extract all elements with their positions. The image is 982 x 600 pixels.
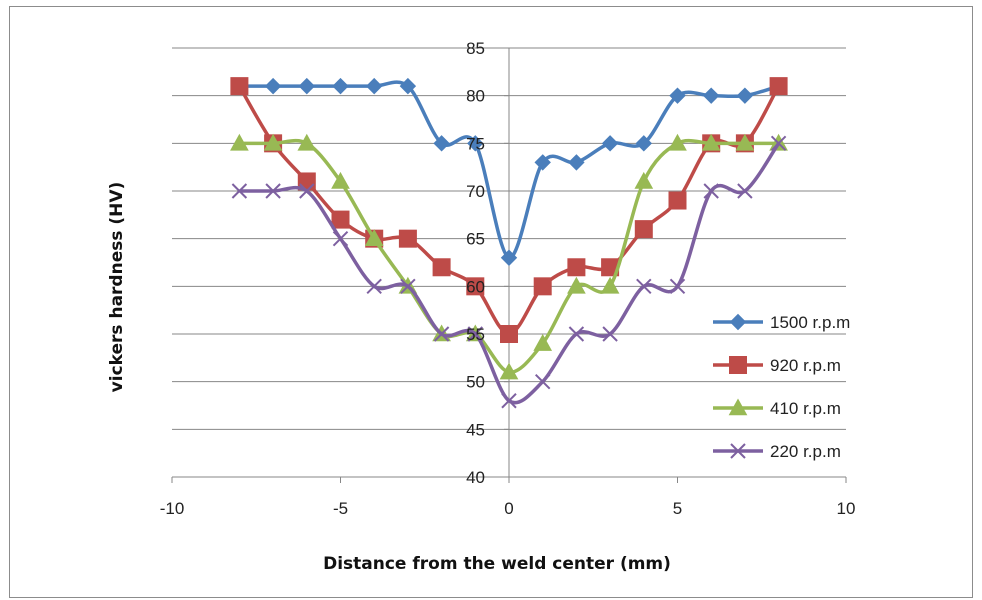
data-point-220 (703, 183, 719, 199)
legend-marker-920 (729, 356, 747, 374)
data-point-1500 (467, 135, 484, 152)
data-point-1500 (669, 87, 686, 104)
x-tick-label: 10 (837, 499, 856, 518)
legend-label-1500: 1500 r.p.m (770, 313, 850, 332)
legend: 1500 r.p.m 920 r.p.m 410 r.p.m 220 r.p.m (713, 313, 850, 461)
y-tick-label: 50 (466, 373, 485, 392)
data-point-220 (265, 183, 281, 199)
data-point-1500 (736, 87, 754, 104)
data-point-920 (567, 258, 586, 277)
y-axis-title: vickers hardness (HV) (107, 182, 127, 393)
x-tick-label: 0 (504, 499, 513, 518)
data-point-410 (230, 133, 249, 151)
data-point-920 (398, 229, 417, 248)
legend-item-920: 920 r.p.m (713, 356, 841, 375)
data-point-1500 (601, 135, 619, 152)
data-point-220 (636, 278, 652, 295)
data-point-220 (501, 393, 517, 409)
data-point-920 (230, 77, 249, 96)
data-point-410 (331, 171, 350, 189)
data-point-1500 (264, 77, 282, 95)
data-point-220 (400, 278, 416, 295)
legend-item-220: 220 r.p.m (713, 442, 841, 461)
x-tick-label: -5 (333, 499, 348, 518)
series-920 (230, 77, 788, 343)
data-point-410 (634, 171, 654, 189)
y-tick-label: 40 (466, 468, 485, 487)
y-tick-label: 55 (466, 325, 485, 344)
y-tick-label: 85 (466, 39, 485, 58)
data-point-410 (600, 276, 620, 294)
y-tick-label: 45 (466, 420, 485, 439)
data-point-220 (467, 326, 484, 342)
data-point-1500 (433, 135, 450, 152)
data-point-220 (433, 326, 450, 342)
legend-label-920: 920 r.p.m (770, 356, 841, 375)
data-point-410 (297, 133, 317, 151)
data-point-220 (737, 183, 753, 199)
data-point-920 (432, 258, 451, 277)
data-point-410 (735, 133, 755, 151)
data-point-410 (263, 133, 283, 151)
y-tick-label: 60 (466, 277, 485, 296)
x-tick-label: -10 (160, 499, 185, 518)
data-point-920 (533, 277, 552, 296)
data-point-220 (669, 278, 686, 295)
data-point-1500 (332, 77, 349, 95)
chart-frame (9, 6, 973, 598)
x-axis-title: Distance from the weld center (mm) (323, 554, 671, 574)
data-point-920 (466, 277, 485, 296)
legend-item-410: 410 r.p.m (713, 398, 841, 418)
data-point-220 (299, 183, 315, 199)
y-tick-label: 80 (466, 87, 485, 106)
data-point-1500 (534, 154, 551, 171)
data-point-410 (533, 334, 553, 351)
data-point-1500 (568, 154, 585, 171)
data-point-920 (769, 77, 788, 96)
data-point-1500 (365, 77, 383, 95)
data-point-1500 (702, 87, 720, 104)
data-point-220 (366, 278, 382, 295)
y-tick-label: 70 (466, 182, 485, 201)
data-point-1500 (298, 77, 316, 95)
data-point-410 (567, 276, 586, 294)
data-point-410 (668, 133, 687, 151)
data-point-220 (568, 326, 585, 342)
legend-label-220: 220 r.p.m (770, 442, 841, 461)
tick-labels: -10 -5 0 5 10 40 45 50 55 60 65 70 75 80 85 (160, 39, 856, 518)
data-point-220 (332, 230, 349, 247)
series-layer (230, 77, 788, 409)
y-tick-label: 75 (466, 134, 485, 153)
data-point-220 (534, 373, 551, 390)
data-point-920 (331, 210, 350, 229)
data-point-920 (500, 325, 518, 343)
data-point-1500 (399, 77, 417, 95)
data-point-920 (668, 191, 687, 210)
legend-label-410: 410 r.p.m (770, 399, 841, 418)
data-point-220 (231, 183, 248, 199)
data-point-220 (602, 326, 618, 342)
data-point-410 (701, 133, 721, 151)
data-point-410 (364, 229, 384, 246)
y-tick-label: 65 (466, 230, 485, 249)
legend-marker-1500 (729, 313, 747, 331)
x-tick-label: 5 (673, 499, 682, 518)
data-point-1500 (635, 135, 653, 152)
data-point-220 (770, 135, 787, 152)
data-point-1500 (500, 249, 518, 266)
series-220 (231, 135, 787, 409)
data-point-920 (634, 220, 653, 239)
data-point-410 (499, 362, 519, 380)
legend-marker-220 (730, 443, 746, 459)
legend-marker-410 (728, 398, 748, 416)
legend-item-1500: 1500 r.p.m (713, 313, 850, 332)
